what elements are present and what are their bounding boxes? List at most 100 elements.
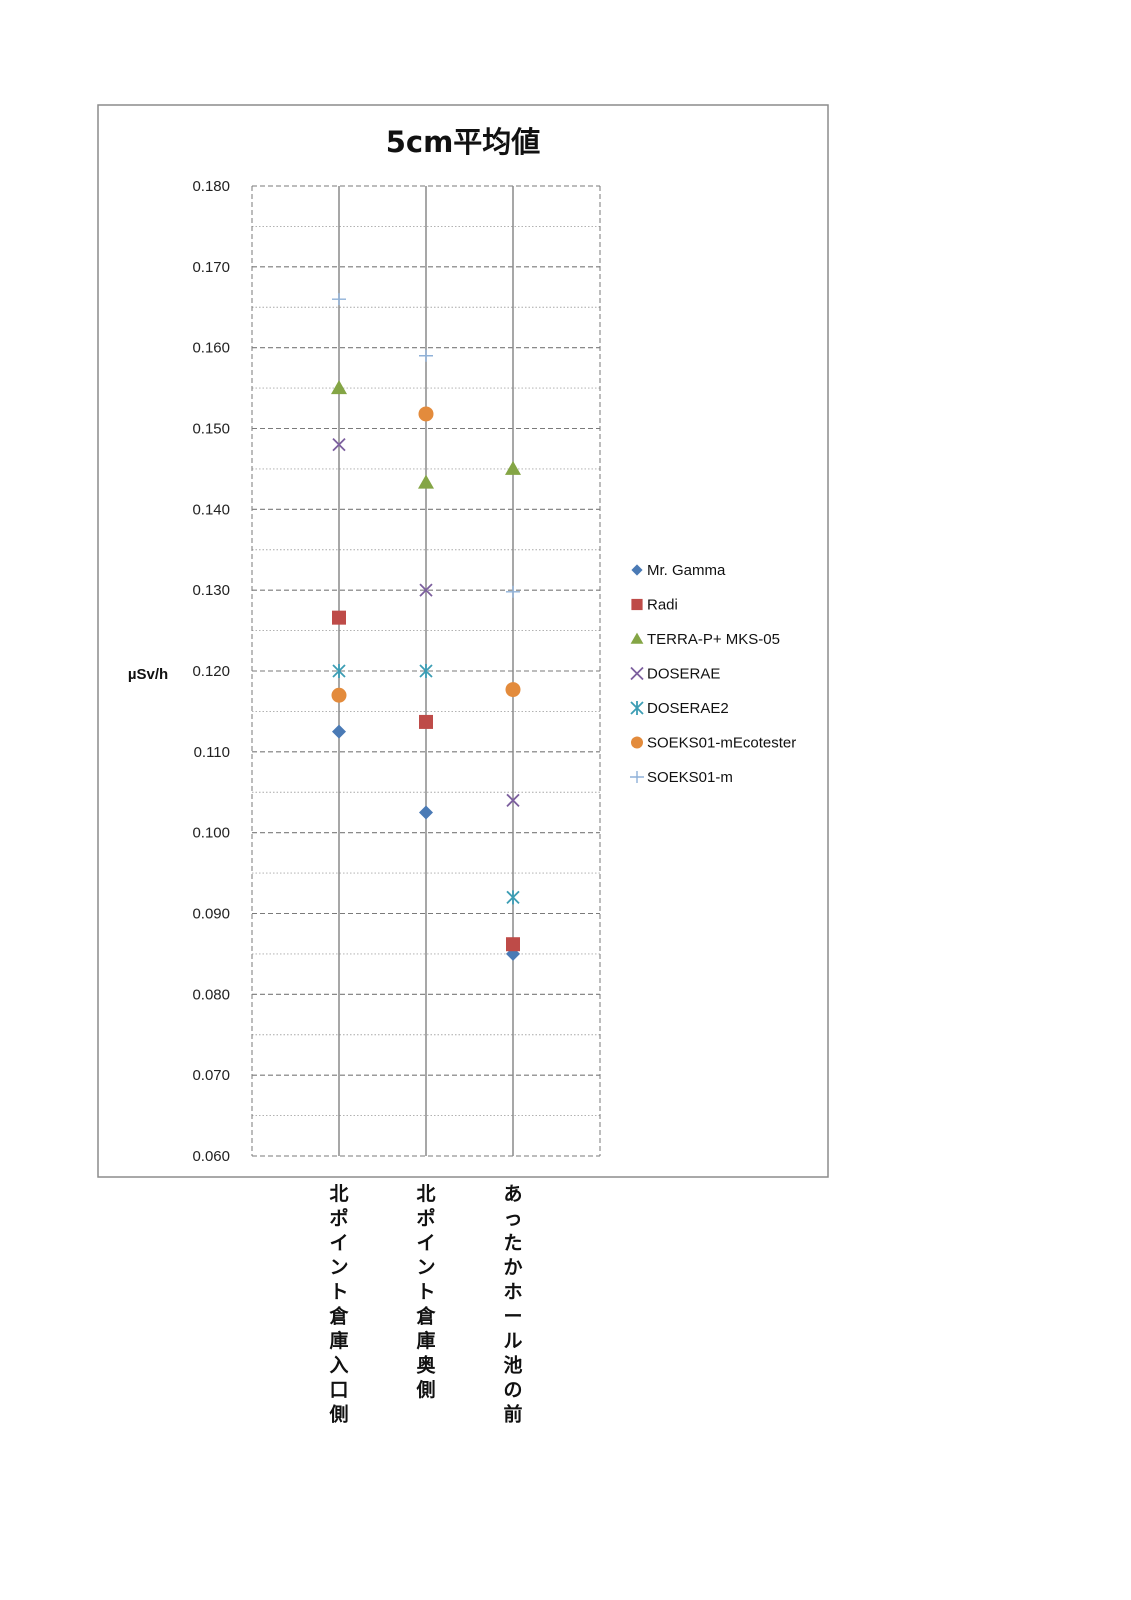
- legend-marker: [630, 701, 644, 715]
- data-point: [419, 664, 433, 678]
- data-point: [332, 610, 346, 625]
- x-category-char: た: [503, 1232, 522, 1254]
- y-tick-label: 0.130: [192, 582, 230, 599]
- y-tick-label: 0.120: [192, 663, 230, 680]
- x-category-char: ー: [503, 1306, 522, 1328]
- data-point: [418, 474, 434, 489]
- data-point: [506, 890, 520, 905]
- data-point: [331, 380, 347, 395]
- x-category-char: ポ: [416, 1207, 435, 1230]
- x-category-char: 口: [329, 1379, 348, 1401]
- series-doserae: [332, 438, 520, 807]
- series-doserae2: [332, 664, 520, 905]
- x-category-char: ル: [503, 1330, 522, 1352]
- data-point: [332, 664, 346, 678]
- data-point: [419, 349, 433, 362]
- x-category-char: 側: [415, 1379, 435, 1401]
- x-category-char: ホ: [503, 1281, 522, 1303]
- data-point: [332, 293, 346, 306]
- data-point: [419, 583, 433, 597]
- x-category-char: 入: [329, 1355, 348, 1377]
- chart-frame: [97, 104, 829, 1178]
- x-category-label: あったかホール池の前: [503, 1183, 522, 1426]
- x-category-char: あ: [503, 1183, 522, 1205]
- data-point: [505, 460, 521, 475]
- x-category-char: ポ: [329, 1207, 348, 1230]
- chart-title: 5cm平均値: [386, 125, 541, 159]
- legend-item: Radi: [631, 597, 678, 614]
- legend-marker: [631, 564, 643, 576]
- series-terra-p-mks-05: [331, 380, 521, 489]
- y-tick-label: 0.180: [192, 178, 230, 195]
- x-category-char: っ: [503, 1208, 522, 1230]
- legend-label: Radi: [647, 597, 678, 614]
- y-tick-label: 0.080: [192, 986, 230, 1003]
- data-point: [506, 793, 520, 807]
- legend-label: Mr. Gamma: [647, 562, 726, 579]
- x-category-char: ト: [416, 1281, 435, 1303]
- y-axis-label: µSv/h: [128, 666, 168, 683]
- x-category-char: 庫: [329, 1329, 348, 1352]
- data-point: [332, 438, 346, 452]
- legend-item: SOEKS01-m: [630, 769, 733, 786]
- data-point: [331, 687, 347, 703]
- data-point: [506, 585, 520, 598]
- y-tick-label: 0.090: [192, 906, 230, 923]
- x-category-char: 北: [329, 1183, 348, 1205]
- x-category-label: 北ポイント倉庫奥側: [415, 1183, 436, 1401]
- data-series: [331, 293, 521, 961]
- legend-item: DOSERAE2: [630, 700, 729, 717]
- legend-marker: [630, 632, 644, 644]
- series-radi: [332, 610, 520, 952]
- x-category-char: ト: [329, 1281, 348, 1303]
- y-tick-label: 0.170: [192, 259, 230, 276]
- data-point: [506, 937, 520, 952]
- legend-marker: [630, 771, 644, 783]
- x-category-label: 北ポイント倉庫入口側: [328, 1183, 349, 1426]
- y-tick-label: 0.160: [192, 340, 230, 357]
- legend-marker: [631, 736, 643, 749]
- y-tick-label: 0.140: [192, 501, 230, 518]
- x-category-char: 奥: [416, 1354, 436, 1377]
- legend: Mr. Gamma Radi TERRA-P+ MKS-05 DOSERAE DOSER…: [630, 562, 796, 786]
- data-point: [419, 714, 433, 729]
- legend-label: DOSERAE2: [647, 700, 729, 717]
- y-tick-label: 0.150: [192, 421, 230, 438]
- legend-marker: [631, 598, 643, 611]
- data-point: [419, 805, 433, 820]
- series-soeks01-mecotester: [331, 406, 521, 703]
- legend-marker: [630, 666, 644, 681]
- legend-label: SOEKS01-m: [647, 769, 733, 786]
- legend-label: SOEKS01-mEcotester: [647, 735, 796, 752]
- x-category-char: 側: [328, 1404, 348, 1426]
- x-category-char: 池: [503, 1354, 522, 1377]
- legend-item: DOSERAE: [630, 666, 720, 683]
- x-category-char: ン: [329, 1257, 348, 1279]
- data-point: [418, 406, 434, 422]
- x-category-char: の: [503, 1379, 522, 1401]
- legend-label: DOSERAE: [647, 666, 720, 683]
- x-category-char: イ: [329, 1232, 348, 1254]
- x-category-char: イ: [416, 1232, 435, 1254]
- y-axis-ticks: 0.180 0.170 0.160 0.150 0.140 0.130 0.120 0.110…: [192, 178, 230, 1165]
- y-tick-label: 0.070: [192, 1067, 230, 1084]
- x-category-char: 倉: [328, 1305, 349, 1328]
- series-soeks01-m: [332, 293, 520, 598]
- x-category-char: 庫: [416, 1329, 435, 1352]
- legend-item: TERRA-P+ MKS-05: [630, 631, 780, 648]
- x-category-char: ン: [416, 1257, 435, 1279]
- x-category-char: 前: [503, 1403, 522, 1426]
- x-category-char: 北: [416, 1183, 435, 1205]
- x-category-char: 倉: [415, 1305, 436, 1328]
- x-category-char: か: [503, 1257, 522, 1279]
- y-tick-label: 0.110: [194, 744, 230, 761]
- y-tick-label: 0.060: [192, 1148, 230, 1165]
- y-tick-label: 0.100: [192, 825, 230, 842]
- data-point: [332, 724, 346, 739]
- legend-item: SOEKS01-mEcotester: [631, 735, 796, 752]
- gridlines: [251, 185, 601, 1157]
- data-point: [505, 682, 521, 698]
- legend-item: Mr. Gamma: [631, 562, 726, 579]
